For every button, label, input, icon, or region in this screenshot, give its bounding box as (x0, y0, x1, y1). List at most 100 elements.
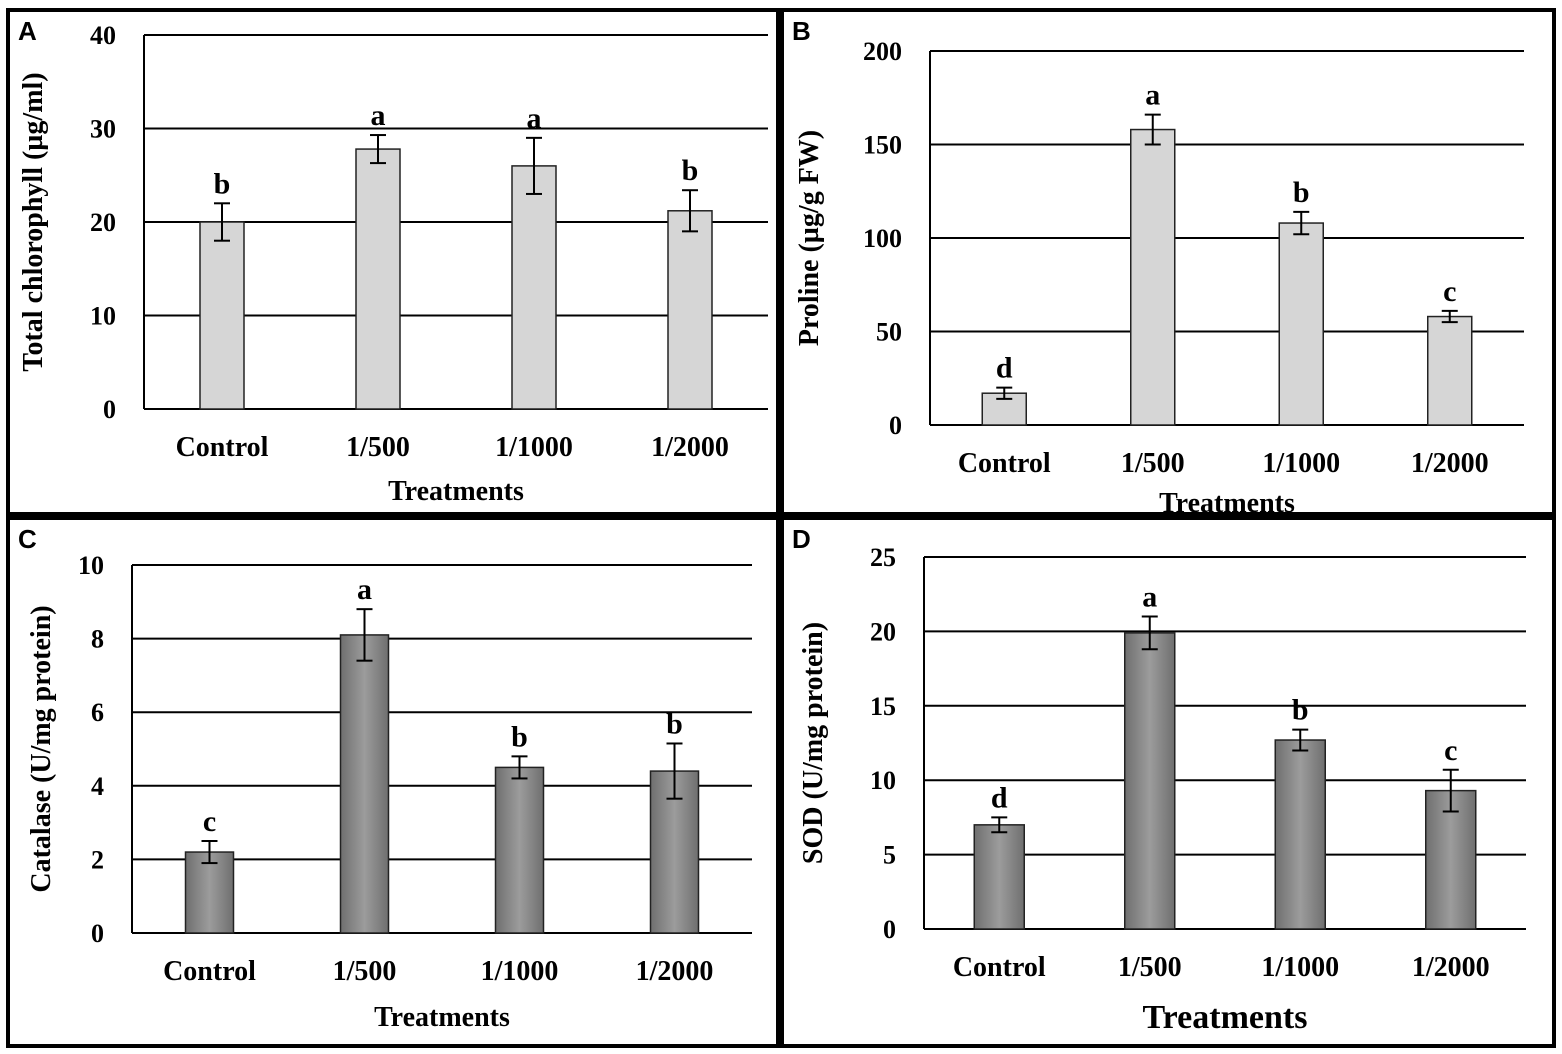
error-bar (214, 202, 230, 242)
x-axis-title: Treatments (1143, 999, 1308, 1036)
x-category-label: 1/1000 (1262, 448, 1340, 479)
x-category-label: 1/1000 (1261, 952, 1339, 983)
significance-letter: a (371, 99, 386, 132)
bar-1-500 (355, 148, 401, 410)
x-axis-title: Treatments (388, 476, 524, 507)
y-tick-label: 0 (103, 395, 116, 424)
y-tick-label: 8 (91, 625, 104, 654)
y-tick-label: 4 (91, 772, 104, 801)
error-bar (682, 189, 698, 233)
error-bar (370, 134, 386, 165)
panel-d: D 0 5 10 15 20 25 d Control a 1/500 b 1/1000 c 1/2000… (780, 516, 1556, 1048)
error-bar (1144, 113, 1161, 146)
panel-letter: A (18, 16, 37, 46)
error-bar (1441, 309, 1458, 324)
x-category-label: 1/500 (346, 432, 410, 463)
y-tick-label: 5 (883, 841, 896, 870)
y-tick-label: 200 (863, 37, 902, 66)
x-category-label: 1/500 (1121, 448, 1185, 479)
bar-control (199, 221, 245, 410)
error-bar (526, 136, 542, 195)
y-tick-label: 2 (91, 845, 104, 874)
y-tick-label: 20 (90, 208, 116, 237)
significance-letter: b (214, 167, 231, 200)
panel-b: B 0 50 100 150 200 d Control a 1/500 b 1/1000 c 1/20… (780, 8, 1556, 516)
x-category-label: 1/500 (333, 956, 397, 987)
significance-letter: b (666, 707, 683, 740)
x-category-label: 1/2000 (1411, 448, 1489, 479)
bar-1-500 (1124, 632, 1176, 930)
bar-1-2000 (1427, 315, 1473, 426)
error-bar (356, 608, 373, 662)
x-category-label: 1/500 (1118, 952, 1182, 983)
significance-letter: a (1142, 581, 1157, 614)
error-bar (1141, 615, 1158, 651)
panel-c: C 0 2 4 6 8 10 c Control a 1/500 b 1/1000 b 1/2000 Tre… (6, 516, 780, 1048)
significance-letter: c (203, 805, 216, 838)
y-tick-label: 10 (90, 302, 116, 331)
significance-letter: b (682, 154, 699, 187)
x-category-label: Control (163, 956, 256, 987)
y-axis-title: Total chlorophyll (µg/ml) (18, 72, 49, 371)
y-axis-title: Catalase (U/mg protein) (26, 605, 57, 892)
significance-letter: d (991, 781, 1008, 814)
y-tick-label: 0 (883, 915, 896, 944)
x-category-label: Control (958, 448, 1051, 479)
x-axis-title: Treatments (374, 1002, 510, 1033)
y-tick-label: 30 (90, 115, 116, 144)
significance-letter: b (1293, 176, 1310, 209)
bar-1-1000 (511, 165, 557, 410)
panel-a: A 0 10 20 30 40 b Control a 1/500 a 1/1000 b 1/2000 T… (6, 8, 780, 516)
significance-letter: b (511, 720, 528, 753)
y-tick-label: 25 (870, 543, 896, 572)
y-tick-label: 10 (78, 551, 104, 580)
bar-control (184, 851, 235, 934)
error-bar (1442, 768, 1459, 813)
x-category-label: 1/2000 (636, 956, 714, 987)
significance-letter: c (1444, 734, 1457, 767)
panel-letter: B (792, 16, 811, 46)
error-bar (996, 386, 1013, 400)
y-tick-label: 50 (876, 318, 902, 347)
significance-letter: c (1443, 275, 1456, 308)
error-bar (1292, 728, 1309, 752)
y-axis-title: Proline (µg/g FW) (794, 130, 825, 346)
bar-1-1000 (1278, 222, 1324, 426)
error-bar (666, 742, 683, 800)
y-tick-label: 10 (870, 766, 896, 795)
y-tick-label: 20 (870, 617, 896, 646)
bar-1-1000 (494, 766, 545, 934)
y-tick-label: 0 (91, 919, 104, 948)
x-category-label: Control (176, 432, 269, 463)
y-tick-label: 100 (863, 224, 902, 253)
error-bar (201, 840, 218, 865)
y-tick-label: 40 (90, 21, 116, 50)
y-tick-label: 0 (889, 411, 902, 440)
bar-1-500 (1130, 128, 1176, 426)
significance-letter: d (996, 352, 1013, 385)
x-category-label: 1/1000 (481, 956, 559, 987)
x-category-label: 1/2000 (651, 432, 729, 463)
error-bar (511, 755, 528, 780)
x-category-label: 1/1000 (495, 432, 573, 463)
error-bar (1293, 210, 1310, 236)
bar-1-1000 (1274, 739, 1326, 930)
bar-1-2000 (667, 210, 713, 410)
x-category-label: 1/2000 (1412, 952, 1490, 983)
bar-1-2000 (1425, 789, 1477, 930)
chart-b-svg: 0 50 100 150 200 d Control a 1/500 b 1/1000 c 1/2000… (794, 37, 1524, 512)
x-category-label: Control (953, 952, 1046, 983)
significance-letter: a (1145, 79, 1160, 112)
panel-letter: D (792, 524, 811, 554)
y-tick-label: 150 (863, 131, 902, 160)
significance-letter: b (1292, 694, 1309, 727)
chart-d-svg: 0 5 10 15 20 25 d Control a 1/500 b 1/1000 c 1/2000 Tr… (798, 543, 1526, 1036)
error-bar (991, 816, 1008, 834)
panel-letter: C (18, 524, 37, 554)
significance-letter: a (357, 573, 372, 606)
bar-control (973, 824, 1025, 930)
chart-c-svg: 0 2 4 6 8 10 c Control a 1/500 b 1/1000 b 1/2000 Treat… (26, 551, 752, 1033)
y-tick-label: 6 (91, 698, 104, 727)
x-axis-title: Treatments (1159, 488, 1295, 512)
significance-letter: a (527, 102, 542, 135)
